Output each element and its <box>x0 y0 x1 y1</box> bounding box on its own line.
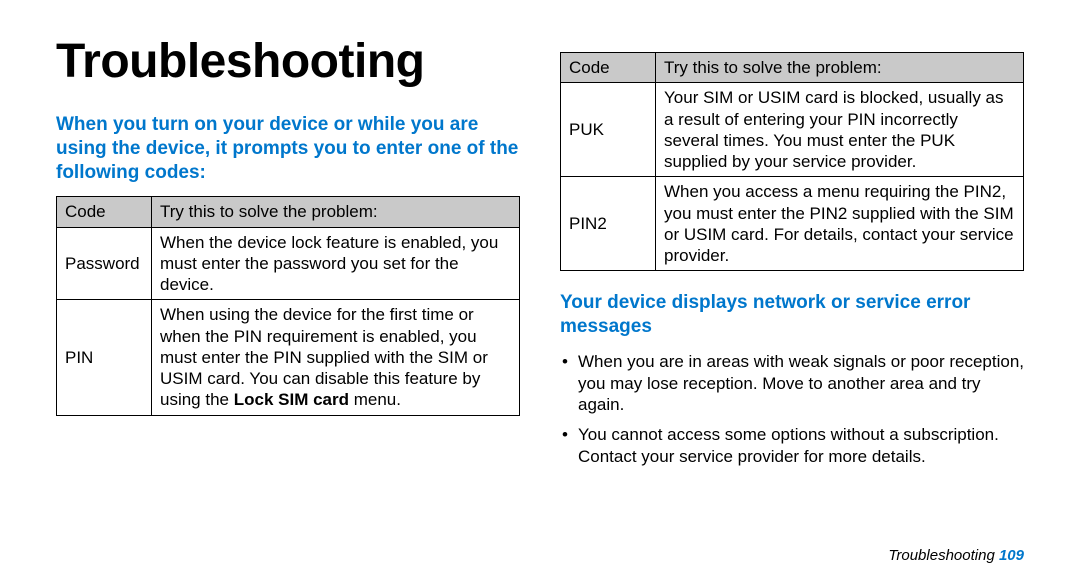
solution-cell: Your SIM or USIM card is blocked, usuall… <box>656 83 1024 177</box>
list-item: When you are in areas with weak signals … <box>578 351 1024 416</box>
solution-text: Your SIM or USIM card is blocked, usuall… <box>664 88 1004 171</box>
table-header-code: Code <box>561 53 656 83</box>
table-row: Password When the device lock feature is… <box>57 227 520 300</box>
left-column: Troubleshooting When you turn on your de… <box>56 30 520 539</box>
solution-cell: When the device lock feature is enabled,… <box>152 227 520 300</box>
solution-text: When the device lock feature is enabled,… <box>160 233 498 295</box>
table-row: PIN2 When you access a menu requiring th… <box>561 177 1024 271</box>
page-title: Troubleshooting <box>56 34 520 89</box>
list-item: You cannot access some options without a… <box>578 424 1024 468</box>
solution-text: When you access a menu requiring the PIN… <box>664 182 1014 265</box>
code-cell: PIN2 <box>561 177 656 271</box>
section-heading-network-error: Your device displays network or service … <box>560 291 1024 339</box>
footer-page-number: 109 <box>999 547 1024 564</box>
two-column-layout: Troubleshooting When you turn on your de… <box>56 30 1024 539</box>
bullet-list: When you are in areas with weak signals … <box>560 351 1024 468</box>
code-cell: Password <box>57 227 152 300</box>
footer-section-name: Troubleshooting <box>888 547 994 564</box>
table-header-row: Code Try this to solve the problem: <box>57 197 520 227</box>
solution-cell: When you access a menu requiring the PIN… <box>656 177 1024 271</box>
solution-cell: When using the device for the first time… <box>152 300 520 415</box>
code-cell: PIN <box>57 300 152 415</box>
table-header-solution: Try this to solve the problem: <box>656 53 1024 83</box>
right-column: Code Try this to solve the problem: PUK … <box>560 30 1024 539</box>
table-header-solution: Try this to solve the problem: <box>152 197 520 227</box>
table-header-code: Code <box>57 197 152 227</box>
table-header-row: Code Try this to solve the problem: <box>561 53 1024 83</box>
table-row: PUK Your SIM or USIM card is blocked, us… <box>561 83 1024 177</box>
section-heading-codes-prompt: When you turn on your device or while yo… <box>56 113 520 184</box>
page-container: Troubleshooting When you turn on your de… <box>0 0 1080 586</box>
page-footer: Troubleshooting 109 <box>56 539 1024 564</box>
solution-bold: Lock SIM card <box>234 390 349 409</box>
table-row: PIN When using the device for the first … <box>57 300 520 415</box>
codes-table-right: Code Try this to solve the problem: PUK … <box>560 52 1024 271</box>
solution-text-suffix: menu. <box>349 390 401 409</box>
codes-table-left: Code Try this to solve the problem: Pass… <box>56 196 520 415</box>
code-cell: PUK <box>561 83 656 177</box>
